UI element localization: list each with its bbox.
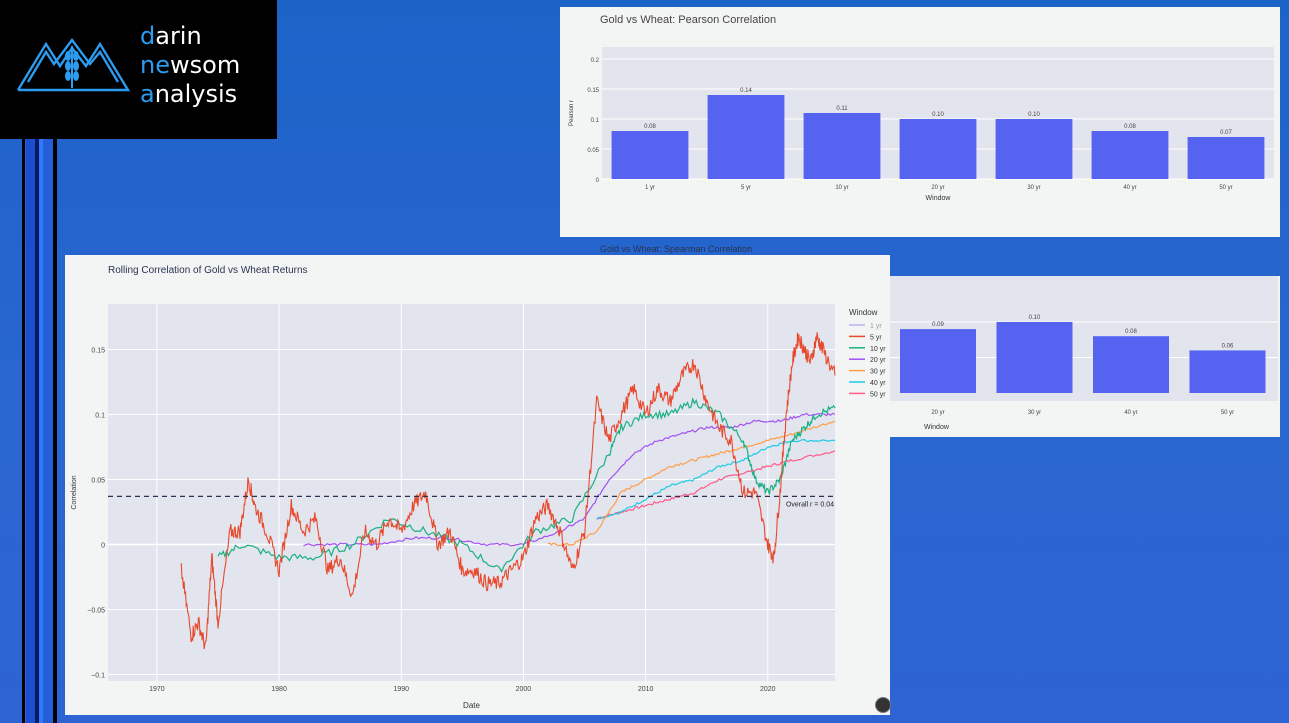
y-tick-label: 0.05 bbox=[587, 148, 599, 154]
bar bbox=[707, 95, 785, 179]
x-tick-label: 50 yr bbox=[1219, 185, 1232, 191]
bar-value-label: 0.08 bbox=[1124, 124, 1136, 130]
bar bbox=[803, 113, 881, 179]
series-line bbox=[217, 396, 836, 573]
bar bbox=[899, 119, 977, 179]
bar bbox=[611, 131, 689, 179]
x-tick-label: 1980 bbox=[271, 686, 287, 693]
pearson-chart-panel: Gold vs Wheat: Pearson Correlation 0 0.05… bbox=[560, 7, 1280, 237]
y-tick-label: 0.1 bbox=[95, 413, 105, 420]
pearson-bar-chart: 0 0.05 0.1 0.15 0.2 0.08 1 yr 0.14 5 yr 0.11 10 yr… bbox=[569, 47, 1274, 202]
y-tick-label: 0.15 bbox=[91, 348, 105, 355]
bar bbox=[1093, 336, 1169, 393]
reference-line-label: Overall r = 0.04 bbox=[786, 501, 834, 508]
spearman-chart-title: Gold vs Wheat: Spearman Correlation bbox=[600, 244, 753, 254]
logo-wordmark: darin newsom analysis bbox=[140, 22, 241, 108]
mountain-wheat-logo-icon bbox=[16, 38, 131, 92]
bar-value-label: 0.07 bbox=[1220, 130, 1232, 136]
y-axis-title: Pearson r bbox=[569, 100, 575, 126]
legend-label: 30 yr bbox=[870, 369, 886, 376]
y-tick-label: 0.2 bbox=[591, 58, 600, 64]
x-tick-label: 1990 bbox=[393, 686, 409, 693]
bar-value-label: 0.10 bbox=[1028, 112, 1040, 118]
x-tick-label: 2010 bbox=[638, 686, 654, 693]
bar-value-label: 0.06 bbox=[1222, 343, 1234, 349]
x-tick-label: 30 yr bbox=[1028, 410, 1041, 416]
bar-value-label: 0.10 bbox=[932, 112, 944, 118]
bar bbox=[1187, 137, 1265, 179]
legend-label: 5 yr bbox=[870, 334, 882, 341]
y-tick-label: 0.05 bbox=[91, 478, 105, 485]
x-tick-label: 1970 bbox=[149, 686, 165, 693]
rolling-correlation-panel: Rolling Correlation of Gold vs Wheat Ret… bbox=[65, 255, 890, 715]
bar bbox=[1189, 350, 1266, 393]
x-tick-label: 1 yr bbox=[645, 185, 655, 191]
x-tick-label: 20 yr bbox=[931, 185, 944, 191]
bar-value-label: 0.08 bbox=[644, 124, 656, 130]
legend-title: Window bbox=[849, 308, 878, 317]
series-line bbox=[180, 332, 836, 650]
x-axis-title: Date bbox=[463, 701, 480, 710]
series-line bbox=[547, 420, 836, 547]
bar-value-label: 0.08 bbox=[1125, 329, 1137, 335]
x-axis-title: Window bbox=[926, 195, 952, 202]
decorative-stripes bbox=[22, 139, 57, 723]
y-tick-label: −0.05 bbox=[87, 608, 105, 615]
y-tick-label: 0 bbox=[101, 543, 105, 550]
bar bbox=[1091, 131, 1169, 179]
series-line bbox=[596, 438, 836, 520]
legend-label: 1 yr bbox=[870, 323, 882, 330]
rolling-chart-title: Rolling Correlation of Gold vs Wheat Ret… bbox=[108, 265, 308, 276]
y-tick-label: −0.1 bbox=[91, 673, 105, 680]
x-tick-label: 50 yr bbox=[1221, 410, 1234, 416]
logo: darin newsom analysis bbox=[0, 0, 277, 139]
rolling-line-chart: −0.1 −0.05 0 0.05 0.1 0.15 1970 1980 1990 2000 201… bbox=[71, 304, 886, 710]
x-tick-label: 40 yr bbox=[1123, 185, 1136, 191]
bar bbox=[900, 329, 976, 393]
bar-value-label: 0.09 bbox=[932, 322, 944, 328]
plot-area bbox=[108, 304, 835, 681]
x-tick-label: 2000 bbox=[516, 686, 532, 693]
bar-value-label: 0.14 bbox=[740, 88, 752, 94]
legend-label: 40 yr bbox=[870, 380, 886, 387]
spearman-bar-chart: 0.09 20 yr 0.10 30 yr 0.08 40 yr 0.06 50 yr Wind… bbox=[888, 276, 1278, 431]
x-tick-label: 2020 bbox=[760, 686, 776, 693]
x-tick-label: 10 yr bbox=[835, 185, 848, 191]
x-tick-label: 20 yr bbox=[931, 410, 944, 416]
bar bbox=[996, 322, 1073, 393]
bar bbox=[995, 119, 1073, 179]
x-tick-label: 40 yr bbox=[1124, 410, 1137, 416]
x-axis-title: Window bbox=[924, 424, 950, 431]
x-tick-label: 5 yr bbox=[741, 185, 751, 191]
spearman-chart-panel: 0.09 20 yr 0.10 30 yr 0.08 40 yr 0.06 50 yr Wind… bbox=[888, 276, 1280, 437]
bar-value-label: 0.10 bbox=[1029, 315, 1041, 321]
legend-label: 50 yr bbox=[870, 391, 886, 398]
legend-label: 10 yr bbox=[870, 346, 886, 353]
pearson-chart-title: Gold vs Wheat: Pearson Correlation bbox=[600, 14, 777, 26]
y-tick-label: 0.15 bbox=[587, 88, 599, 94]
bar-value-label: 0.11 bbox=[836, 106, 848, 112]
x-tick-label: 30 yr bbox=[1027, 185, 1040, 191]
series-line bbox=[303, 412, 836, 547]
y-axis-title: Correlation bbox=[71, 475, 78, 509]
legend-label: 20 yr bbox=[870, 357, 886, 364]
y-tick-label: 0 bbox=[596, 178, 600, 184]
camera-icon[interactable] bbox=[875, 697, 891, 713]
y-tick-label: 0.1 bbox=[591, 118, 600, 124]
series-line bbox=[596, 450, 836, 520]
